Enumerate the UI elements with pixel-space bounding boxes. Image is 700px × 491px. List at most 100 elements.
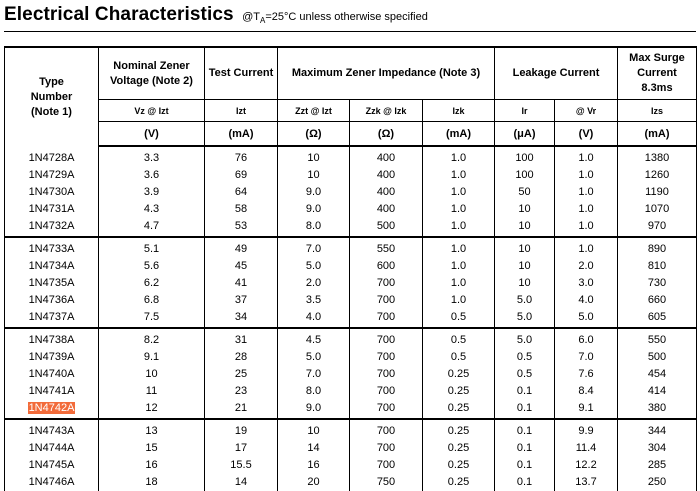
value-cell: 4.3 <box>98 201 205 218</box>
value-cell: 344 <box>617 419 697 440</box>
value-cell: 69 <box>204 167 278 184</box>
table-row: 1N4732A 4.7 53 8.0 500 1.0 10 1.0 970 <box>4 218 697 238</box>
value-cell: 15 <box>98 440 205 457</box>
value-cell: 1.0 <box>554 201 618 218</box>
header-text: Type <box>39 75 64 88</box>
value-cell: 53 <box>204 218 278 238</box>
value-cell: 7.0 <box>554 349 618 366</box>
part-number[interactable]: 1N4745A <box>28 459 75 471</box>
value-cell: 1.0 <box>554 184 618 201</box>
highlighted-part-number[interactable]: 1N4742A <box>27 402 76 414</box>
part-number-cell: 1N4733A <box>4 237 99 258</box>
part-number-cell: 1N4737A <box>4 309 99 329</box>
value-cell: 0.25 <box>422 419 495 440</box>
value-cell: 13.7 <box>554 474 618 491</box>
value-cell: 3.6 <box>98 167 205 184</box>
header-text: Nominal Zener <box>113 59 190 72</box>
part-number-cell: 1N4734A <box>4 258 99 275</box>
symbol-cell: Ir <box>494 99 555 122</box>
header-text: Current <box>637 67 677 79</box>
table-row: 1N4744A 15 17 14 700 0.25 0.1 11.4 304 <box>4 440 697 457</box>
characteristics-table: Type Number (Note 1) Nominal Zener Volta… <box>4 46 697 491</box>
value-cell: 11 <box>98 383 205 400</box>
value-cell: 380 <box>617 400 697 420</box>
value-cell: 750 <box>349 474 423 491</box>
part-number[interactable]: 1N4737A <box>28 311 75 323</box>
value-cell: 5.0 <box>494 309 555 329</box>
part-number-cell: 1N4729A <box>4 167 99 184</box>
value-cell: 13 <box>98 419 205 440</box>
value-cell: 400 <box>349 146 423 167</box>
value-cell: 454 <box>617 366 697 383</box>
value-cell: 20 <box>277 474 350 491</box>
value-cell: 10 <box>277 419 350 440</box>
value-cell: 700 <box>349 366 423 383</box>
unit-cell: (mA) <box>204 121 278 147</box>
value-cell: 2.0 <box>277 275 350 292</box>
table-row: 1N4731A 4.3 58 9.0 400 1.0 10 1.0 1070 <box>4 201 697 218</box>
part-number[interactable]: 1N4740A <box>28 368 75 380</box>
value-cell: 9.1 <box>554 400 618 420</box>
value-cell: 700 <box>349 292 423 309</box>
symbol-cell: Zzk @ Izk <box>349 99 423 122</box>
table-row: 1N4745A 16 15.5 16 700 0.25 0.1 12.2 285 <box>4 457 697 474</box>
table-row: 1N4728A 3.3 76 10 400 1.0 100 1.0 1380 <box>4 146 697 167</box>
value-cell: 730 <box>617 275 697 292</box>
part-number-cell: 1N4735A <box>4 275 99 292</box>
part-number[interactable]: 1N4733A <box>28 243 75 255</box>
part-number[interactable]: 1N4736A <box>28 294 75 306</box>
value-cell: 16 <box>98 457 205 474</box>
table-row: 1N4729A 3.6 69 10 400 1.0 100 1.0 1260 <box>4 167 697 184</box>
table-row: 1N4746A 18 14 20 750 0.25 0.1 13.7 250 <box>4 474 697 491</box>
value-cell: 9.0 <box>277 201 350 218</box>
part-number[interactable]: 1N4738A <box>28 334 75 346</box>
part-number[interactable]: 1N4732A <box>28 220 75 232</box>
value-cell: 1190 <box>617 184 697 201</box>
part-number[interactable]: 1N4729A <box>28 169 75 181</box>
table-row: 1N4735A 6.2 41 2.0 700 1.0 10 3.0 730 <box>4 275 697 292</box>
value-cell: 49 <box>204 237 278 258</box>
table-row: 1N4738A 8.2 31 4.5 700 0.5 5.0 6.0 550 <box>4 328 697 349</box>
part-number[interactable]: 1N4730A <box>28 186 75 198</box>
value-cell: 10 <box>494 237 555 258</box>
part-number[interactable]: 1N4739A <box>28 351 75 363</box>
part-number-cell: 1N4738A <box>4 328 99 349</box>
part-number[interactable]: 1N4731A <box>28 203 75 215</box>
part-number[interactable]: 1N4746A <box>28 476 75 488</box>
part-number-cell: 1N4728A <box>4 146 99 167</box>
part-number[interactable]: 1N4735A <box>28 277 75 289</box>
part-number[interactable]: 1N4734A <box>28 260 75 272</box>
value-cell: 58 <box>204 201 278 218</box>
value-cell: 11.4 <box>554 440 618 457</box>
part-number[interactable]: 1N4743A <box>28 425 75 437</box>
symbol-row: Vz @ Izt Izt Zzt @ Izt Zzk @ Izk Izk Ir … <box>5 99 697 122</box>
table-row: 1N4734A 5.6 45 5.0 600 1.0 10 2.0 810 <box>4 258 697 275</box>
value-cell: 550 <box>617 328 697 349</box>
value-cell: 400 <box>349 184 423 201</box>
header-text: Voltage (Note 2) <box>110 74 193 87</box>
value-cell: 700 <box>349 457 423 474</box>
value-cell: 0.25 <box>422 400 495 420</box>
part-number[interactable]: 1N4744A <box>28 442 75 454</box>
value-cell: 12 <box>98 400 205 420</box>
part-number-cell: 1N4739A <box>4 349 99 366</box>
value-cell: 1.0 <box>422 167 495 184</box>
value-cell: 1.0 <box>422 292 495 309</box>
value-cell: 500 <box>617 349 697 366</box>
value-cell: 21 <box>204 400 278 420</box>
value-cell: 0.25 <box>422 383 495 400</box>
unit-cell: (μA) <box>494 121 555 147</box>
part-number[interactable]: 1N4728A <box>28 151 75 164</box>
unit-cell: (mA) <box>617 121 697 147</box>
value-cell: 76 <box>204 146 278 167</box>
value-cell: 970 <box>617 218 697 238</box>
value-cell: 700 <box>349 419 423 440</box>
page-title: Electrical Characteristics <box>4 4 234 25</box>
part-number[interactable]: 1N4741A <box>28 385 75 397</box>
part-number-cell: 1N4736A <box>4 292 99 309</box>
value-cell: 41 <box>204 275 278 292</box>
value-cell: 50 <box>494 184 555 201</box>
value-cell: 4.0 <box>277 309 350 329</box>
table-row: 1N4740A 10 25 7.0 700 0.25 0.5 7.6 454 <box>4 366 697 383</box>
value-cell: 0.5 <box>494 366 555 383</box>
